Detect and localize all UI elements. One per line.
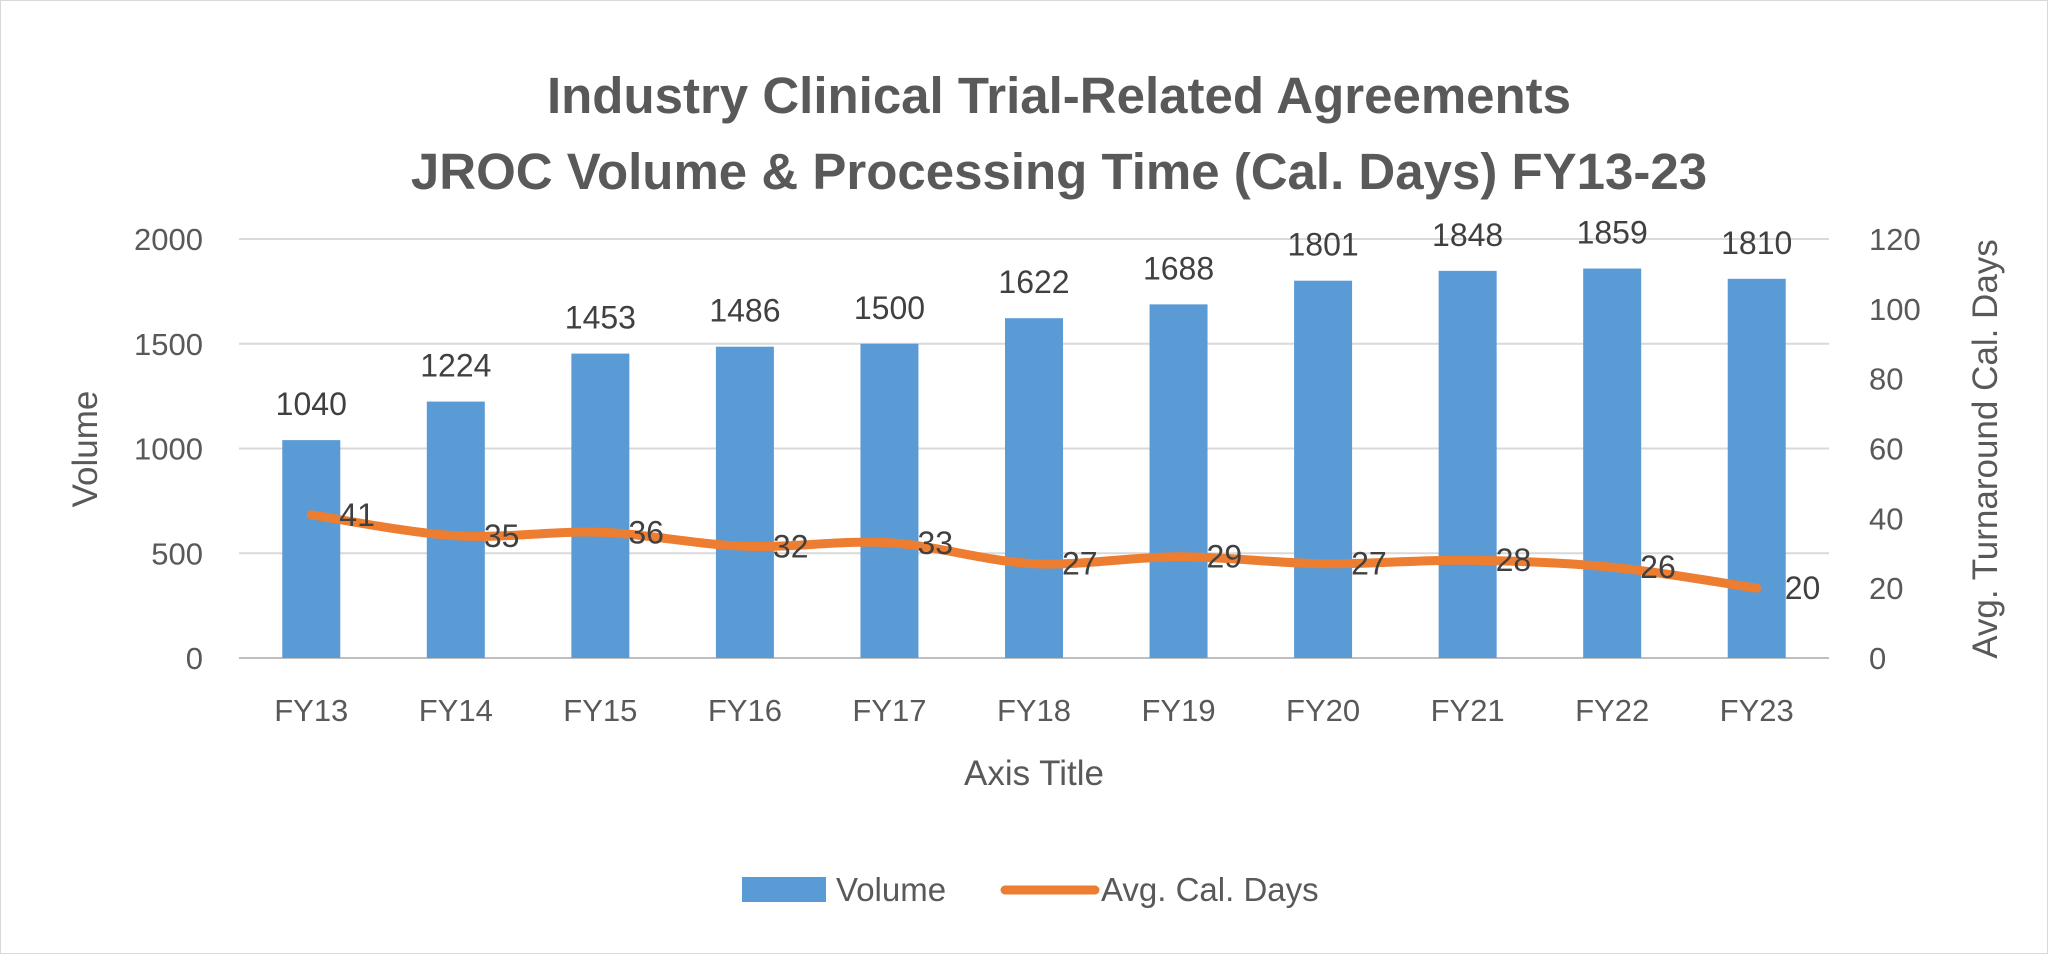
- y-tick-label: 2000: [134, 222, 203, 257]
- line-value-label: 28: [1496, 542, 1532, 578]
- x-tick-label: FY13: [274, 693, 348, 728]
- line-value-label: 27: [1351, 546, 1387, 582]
- bar-value-label: 1859: [1577, 215, 1648, 251]
- bar: [571, 353, 630, 658]
- bar-value-label: 1453: [565, 300, 636, 336]
- x-tick-label: FY20: [1286, 693, 1360, 728]
- line-value-label: 20: [1785, 570, 1821, 606]
- y-tick-label: 1500: [134, 327, 203, 362]
- x-tick-label: FY23: [1720, 693, 1794, 728]
- line-value-label: 32: [773, 528, 809, 564]
- y-tick-label: 500: [151, 536, 203, 571]
- x-tick-label: FY16: [708, 693, 782, 728]
- y2-tick-label: 20: [1869, 571, 1903, 606]
- x-tick-label: FY18: [997, 693, 1071, 728]
- x-tick-label: FY15: [563, 693, 637, 728]
- y-axis-title: Volume: [66, 391, 105, 508]
- legend: Volume Avg. Cal. Days: [742, 871, 1319, 908]
- y2-tick-label: 0: [1869, 641, 1886, 676]
- legend-avg-days-label: Avg. Cal. Days: [1101, 871, 1319, 908]
- bar: [715, 346, 774, 658]
- avg-days-line: [306, 510, 1762, 593]
- right-axis-ticks: 0 20 40 60 80 100 120: [1869, 222, 1921, 676]
- bar: [1727, 278, 1786, 658]
- chart-title-line2: JROC Volume & Processing Time (Cal. Days…: [411, 143, 1707, 200]
- y2-tick-label: 100: [1869, 292, 1921, 327]
- line-value-label: 29: [1207, 539, 1243, 575]
- y-tick-label: 0: [186, 641, 203, 676]
- chart-title-line1: Industry Clinical Trial-Related Agreemen…: [547, 67, 1571, 124]
- y2-tick-label: 80: [1869, 362, 1903, 397]
- bar-value-label: 1486: [709, 293, 780, 329]
- x-tick-label: FY17: [852, 693, 926, 728]
- x-tick-label: FY19: [1141, 693, 1215, 728]
- bar-value-label: 1688: [1143, 250, 1214, 286]
- line-value-label: 35: [484, 518, 520, 554]
- bar-value-label: 1040: [276, 386, 347, 422]
- line-value-label: 33: [917, 525, 953, 561]
- y-tick-label: 1000: [134, 432, 203, 467]
- bar-value-label: 1810: [1721, 225, 1792, 261]
- bar: [860, 343, 919, 658]
- bar-value-label: 1848: [1432, 217, 1503, 253]
- bar: [1149, 304, 1208, 658]
- y2-tick-label: 40: [1869, 501, 1903, 536]
- x-tick-label: FY14: [419, 693, 493, 728]
- line-value-label: 36: [628, 514, 664, 550]
- bar-value-label: 1622: [998, 264, 1069, 300]
- line-series: [306, 510, 1762, 593]
- line-value-label: 41: [339, 497, 375, 533]
- y2-tick-label: 120: [1869, 222, 1921, 257]
- bar-value-label: 1500: [854, 290, 925, 326]
- bar-value-label: 1224: [420, 348, 491, 384]
- y2-tick-label: 60: [1869, 432, 1903, 467]
- x-tick-label: FY21: [1431, 693, 1505, 728]
- bar: [1438, 270, 1497, 658]
- legend-volume-label: Volume: [836, 871, 946, 908]
- bar-series: [282, 268, 1786, 658]
- bar: [1005, 318, 1063, 658]
- data-labels: 1040 1224 1453 1486 1500 1622 1688 1801 1848 1859…: [276, 215, 1821, 607]
- legend-volume-swatch: [742, 877, 826, 902]
- bar: [1294, 280, 1353, 658]
- line-value-label: 27: [1062, 546, 1098, 582]
- y2-axis-title: Avg. Turnaround Cal. Days: [1966, 239, 2005, 659]
- bar: [1583, 268, 1642, 658]
- left-axis-ticks: 0 500 1000 1500 2000: [134, 222, 203, 676]
- bar-value-label: 1801: [1287, 227, 1358, 263]
- x-axis-title: Axis Title: [964, 754, 1104, 793]
- bar: [282, 440, 341, 658]
- x-axis-ticks: FY13 FY14 FY15 FY16 FY17 FY18 FY19 FY20 FY21 FY22…: [274, 693, 1794, 728]
- x-tick-label: FY22: [1575, 693, 1649, 728]
- line-value-label: 26: [1640, 549, 1676, 585]
